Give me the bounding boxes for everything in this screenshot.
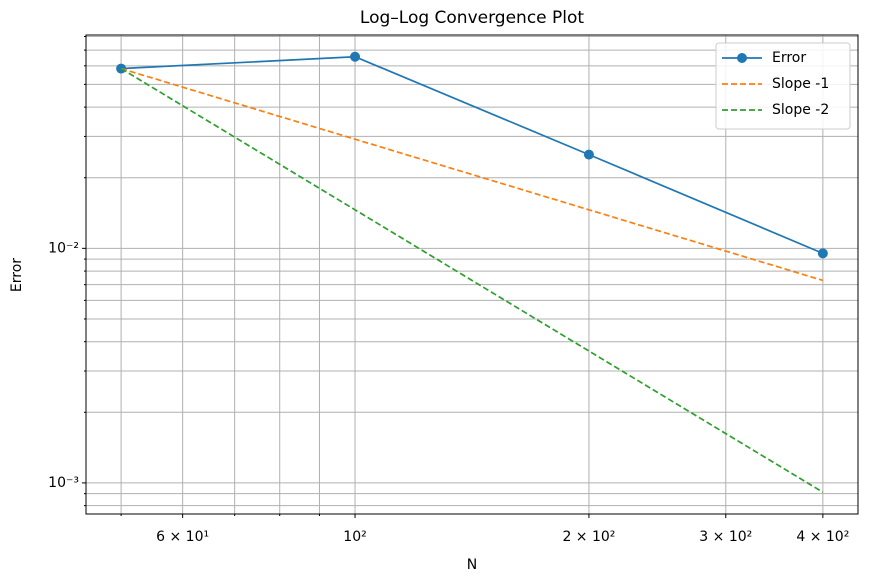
legend-marker — [737, 53, 747, 63]
chart-title: Log–Log Convergence Plot — [360, 8, 584, 28]
series-line — [121, 55, 824, 255]
series-line — [120, 67, 824, 282]
legend-label: Error — [772, 50, 806, 66]
legend-label: Slope -2 — [772, 102, 829, 118]
x-tick-label: 3 × 10² — [699, 529, 752, 545]
axes-frame — [85, 34, 859, 515]
x-tick-label: 2 × 10² — [562, 529, 615, 545]
x-tick-label: 10² — [343, 529, 366, 545]
legend-label: Slope -1 — [772, 76, 829, 92]
y-axis-label: Error — [9, 258, 25, 292]
y-tick-label: 10⁻² — [48, 240, 79, 256]
legend: Error Slope -1 Slope -2 — [715, 42, 851, 130]
y-tick-label: 10⁻³ — [48, 475, 79, 491]
series-marker — [350, 51, 361, 62]
legend-box — [715, 42, 851, 130]
series-marker — [583, 149, 594, 160]
series-marker — [817, 248, 828, 259]
x-tick-label: 4 × 10² — [796, 529, 849, 545]
plot-area — [116, 51, 828, 493]
grid — [86, 35, 858, 514]
x-tick-label: 6 × 10¹ — [156, 529, 209, 545]
series-line — [120, 67, 824, 493]
x-axis-label: N — [467, 557, 477, 573]
